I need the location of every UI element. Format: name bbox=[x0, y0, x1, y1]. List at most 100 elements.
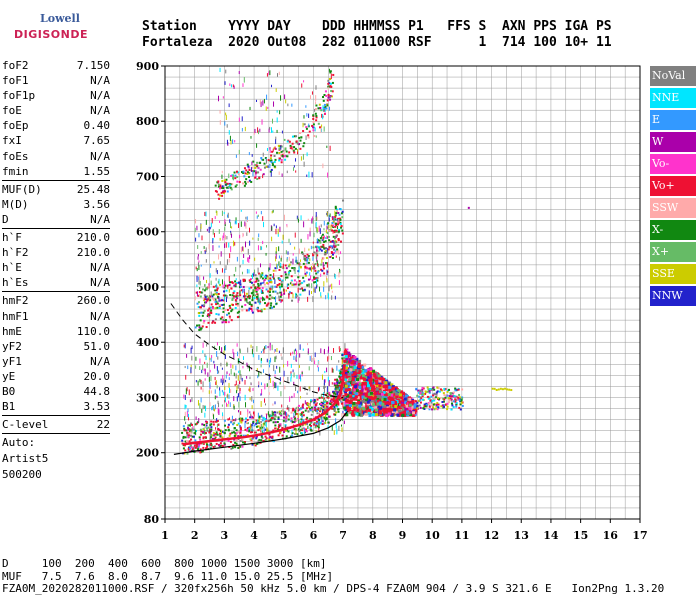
echo-point bbox=[260, 308, 263, 311]
echo-point bbox=[218, 402, 220, 407]
echo-point bbox=[329, 394, 332, 397]
echo-point bbox=[451, 404, 454, 407]
echo-point bbox=[211, 306, 214, 309]
echo-point bbox=[260, 364, 262, 368]
echo-point bbox=[317, 365, 319, 368]
echo-point bbox=[248, 427, 251, 430]
echo-point bbox=[245, 222, 247, 229]
echo-point bbox=[301, 429, 304, 432]
echo-point bbox=[340, 226, 343, 229]
echo-point bbox=[269, 364, 271, 368]
echo-point bbox=[317, 107, 320, 110]
echo-point bbox=[245, 216, 247, 220]
echo-point bbox=[348, 403, 352, 407]
param-row: foEs N/A bbox=[2, 149, 110, 164]
echo-point bbox=[218, 229, 220, 234]
echo-point bbox=[333, 406, 336, 409]
echo-point bbox=[206, 427, 209, 430]
echo-point bbox=[282, 416, 285, 419]
echo-point bbox=[274, 370, 276, 374]
echo-point bbox=[302, 289, 305, 292]
echo-point bbox=[230, 447, 233, 450]
echo-point bbox=[335, 393, 338, 396]
echo-point bbox=[329, 245, 332, 248]
echo-point bbox=[320, 224, 322, 228]
echo-point bbox=[289, 269, 292, 272]
echo-point bbox=[250, 305, 253, 308]
echo-point bbox=[263, 278, 266, 281]
param-value: N/A bbox=[90, 354, 110, 368]
echo-point bbox=[238, 393, 240, 398]
echo-point bbox=[244, 428, 247, 431]
param-name: foF1 bbox=[2, 74, 29, 88]
echo-point bbox=[301, 281, 304, 284]
echo-point bbox=[224, 319, 227, 322]
echo-point bbox=[261, 419, 264, 422]
echo-point bbox=[210, 375, 212, 382]
echo-point bbox=[278, 151, 281, 154]
echo-point bbox=[308, 283, 310, 288]
echo-point bbox=[312, 262, 314, 266]
echo-point bbox=[247, 165, 250, 168]
echo-point bbox=[228, 173, 230, 179]
echo-point bbox=[271, 296, 274, 299]
echo-point bbox=[260, 359, 262, 364]
echo-point bbox=[425, 402, 428, 405]
echo-point bbox=[300, 215, 302, 221]
echo-point bbox=[316, 245, 319, 248]
echo-point bbox=[341, 374, 344, 377]
echo-point bbox=[326, 386, 328, 393]
echo-point bbox=[306, 113, 308, 117]
echo-point bbox=[250, 292, 253, 295]
echo-point bbox=[205, 298, 208, 301]
echo-point bbox=[315, 420, 318, 423]
echo-point bbox=[214, 321, 217, 324]
footer-distance-row: D 100 200 400 600 800 1000 1500 3000 [km… bbox=[2, 557, 327, 570]
echo-point bbox=[446, 390, 449, 393]
echo-point bbox=[327, 222, 330, 225]
echo-point bbox=[241, 271, 243, 275]
echo-point bbox=[323, 240, 326, 243]
echo-point bbox=[207, 313, 210, 316]
echo-point bbox=[265, 252, 267, 256]
echo-point bbox=[211, 295, 214, 298]
echo-point bbox=[229, 432, 232, 435]
echo-point bbox=[206, 228, 208, 232]
echo-point bbox=[316, 238, 318, 242]
echo-point bbox=[224, 345, 226, 351]
echo-point bbox=[276, 151, 279, 154]
echo-point bbox=[334, 249, 336, 253]
echo-point bbox=[335, 385, 337, 390]
echo-point bbox=[279, 413, 282, 416]
echo-point bbox=[395, 389, 399, 393]
echo-point bbox=[258, 297, 260, 303]
echo-point bbox=[346, 394, 350, 398]
echo-point bbox=[255, 442, 258, 445]
echo-point bbox=[234, 306, 237, 309]
echo-point bbox=[237, 446, 240, 449]
echo-point bbox=[227, 439, 230, 442]
echo-point bbox=[334, 390, 337, 393]
echo-point bbox=[207, 426, 210, 429]
echo-point bbox=[271, 164, 274, 167]
echo-point bbox=[318, 421, 320, 428]
echo-point bbox=[246, 376, 248, 379]
echo-point bbox=[285, 435, 288, 438]
echo-point bbox=[259, 283, 262, 286]
echo-point bbox=[278, 268, 281, 271]
echo-point bbox=[357, 379, 361, 383]
echo-point bbox=[236, 292, 239, 295]
echo-point bbox=[281, 255, 283, 260]
echo-point bbox=[380, 392, 384, 396]
echo-point bbox=[218, 429, 221, 432]
echo-point bbox=[215, 431, 218, 434]
echo-point bbox=[265, 304, 268, 307]
echo-point bbox=[324, 251, 327, 254]
echo-point bbox=[259, 282, 262, 285]
echo-point bbox=[210, 291, 212, 296]
echo-point bbox=[222, 375, 224, 381]
echo-point bbox=[233, 404, 235, 407]
echo-point bbox=[235, 432, 238, 435]
echo-point bbox=[344, 393, 348, 397]
echo-point bbox=[306, 402, 309, 405]
